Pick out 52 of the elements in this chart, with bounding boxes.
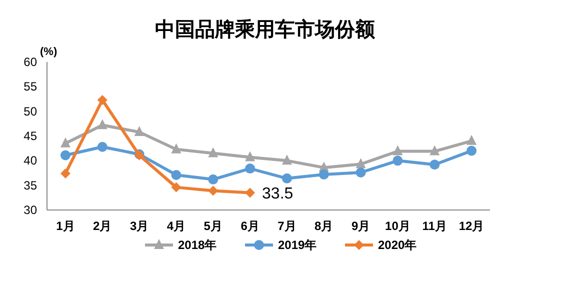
x-tick-label: 7月 — [278, 219, 296, 233]
y-tick-label: 35 — [24, 178, 38, 192]
point — [60, 150, 70, 160]
point — [466, 146, 477, 156]
y-tick-label: 50 — [24, 104, 38, 118]
point — [171, 182, 182, 192]
x-tick-label: 4月 — [166, 219, 186, 233]
point — [208, 174, 218, 184]
y-tick-label: 45 — [24, 129, 38, 143]
x-tick-label: 2月 — [93, 219, 112, 233]
point — [60, 168, 70, 178]
legend-label: 2018年 — [178, 238, 217, 252]
x-tick-label: 3月 — [130, 219, 149, 233]
y-axis-title: (%) — [40, 46, 58, 58]
y-tick-label: 30 — [24, 203, 38, 217]
point — [208, 186, 218, 196]
point — [245, 151, 256, 162]
x-tick-label: 5月 — [204, 219, 222, 233]
point — [97, 119, 108, 130]
point — [356, 168, 366, 178]
point — [392, 145, 403, 156]
point — [60, 137, 70, 148]
point — [208, 147, 218, 158]
point — [282, 154, 292, 165]
point — [430, 160, 440, 170]
x-tick-label: 9月 — [351, 219, 370, 233]
annotation: 33.5 — [262, 186, 294, 203]
point — [245, 164, 256, 174]
point — [171, 170, 182, 180]
x-tick-label: 10月 — [385, 219, 410, 233]
point — [466, 134, 477, 145]
point — [356, 158, 366, 168]
x-tick-label: 1月 — [56, 219, 75, 233]
x-tick-label: 12月 — [458, 219, 484, 233]
point — [318, 169, 329, 180]
point — [171, 143, 182, 154]
point — [392, 156, 403, 166]
point — [430, 145, 440, 156]
point — [97, 142, 108, 152]
point — [134, 126, 144, 136]
y-tick-label: 55 — [24, 80, 38, 94]
point — [97, 94, 108, 105]
point — [245, 188, 256, 198]
legend-label: 2020年 — [378, 238, 417, 252]
x-tick-label: 11月 — [422, 219, 447, 233]
y-tick-label: 60 — [24, 55, 38, 69]
legend-label: 2019年 — [278, 238, 317, 252]
chart-title: 中国品牌乘用车市场份额 — [155, 18, 376, 41]
y-tick-label: 40 — [24, 154, 38, 168]
x-tick-label: 6月 — [240, 219, 260, 233]
point — [282, 173, 292, 184]
x-tick-label: 8月 — [314, 219, 334, 233]
